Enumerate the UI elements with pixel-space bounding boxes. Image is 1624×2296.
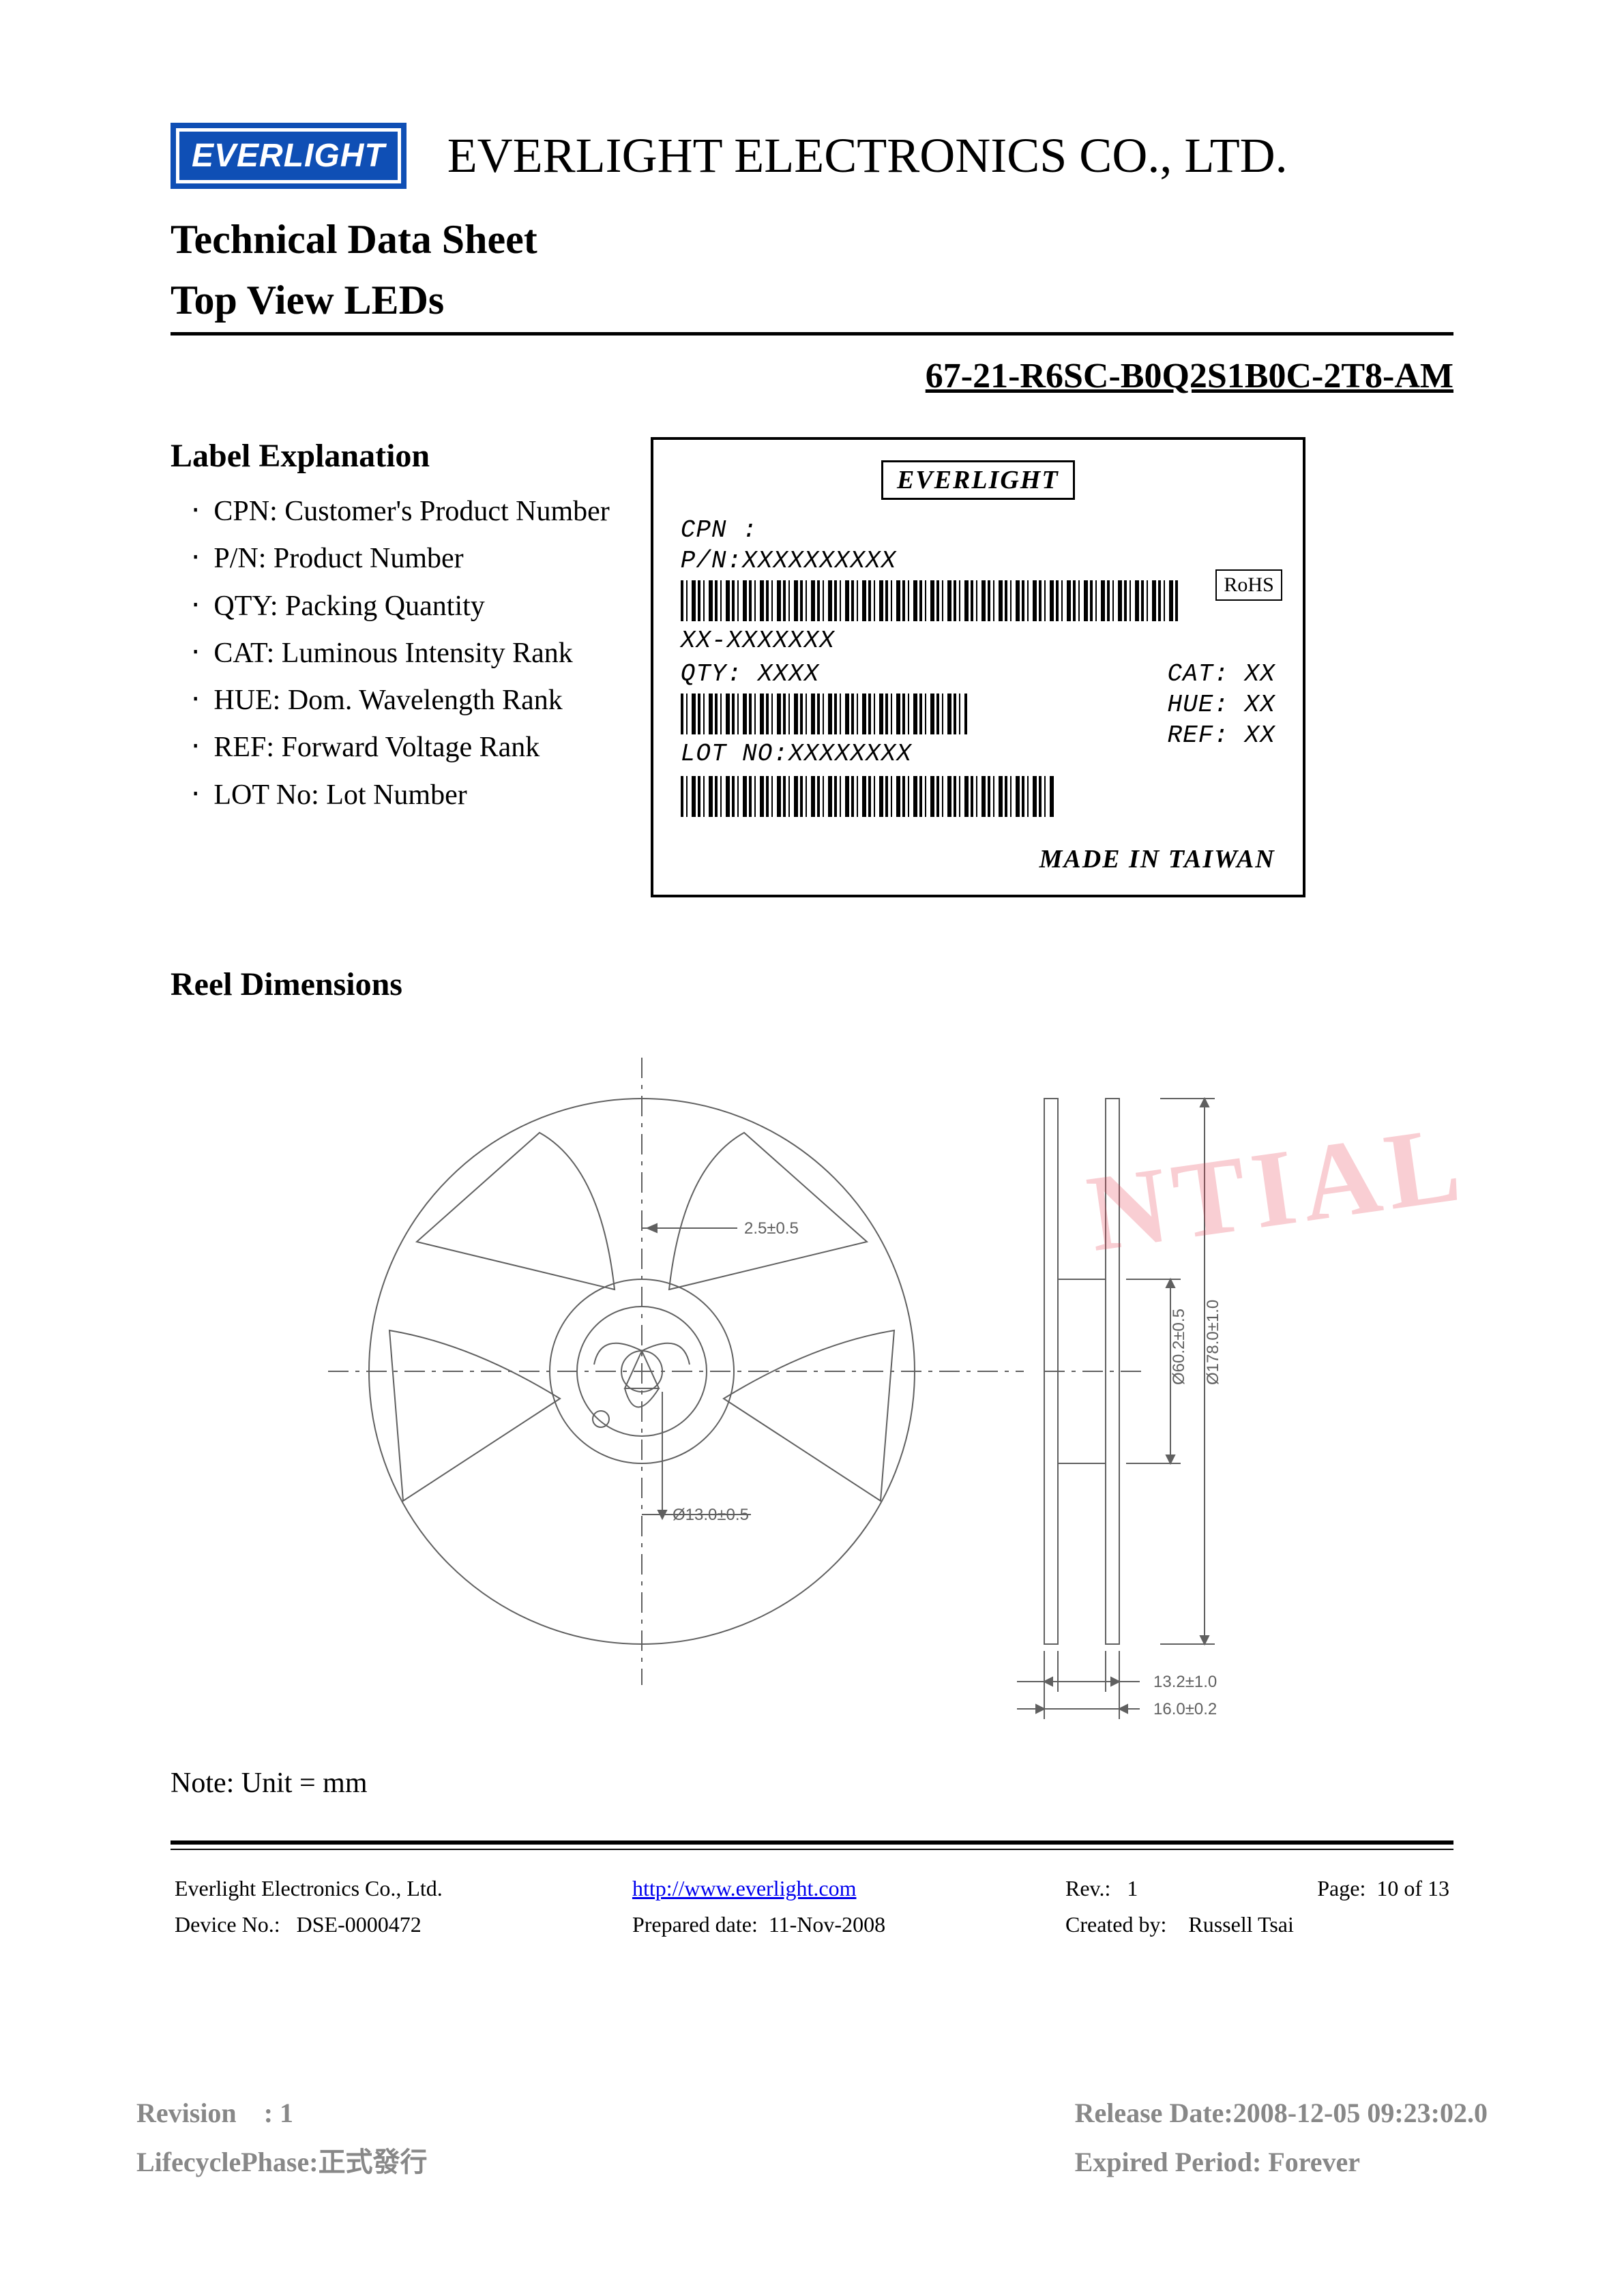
rohs-badge: RoHS: [1215, 569, 1282, 601]
label-cat: CAT: XX: [1168, 660, 1275, 688]
header: EVERLIGHT EVERLIGHT ELECTRONICS CO., LTD…: [171, 123, 1453, 189]
revision-footer: Revision : 1 LifecyclePhase:正式發行 Release…: [136, 2089, 1488, 2187]
lifecycle-value: 正式發行: [319, 2147, 428, 2177]
revision-label: Revision: [136, 2098, 237, 2128]
label-pn: P/N:XXXXXXXXXX: [681, 547, 1275, 575]
barcode-icon: [681, 776, 1056, 817]
list-item: CAT: Luminous Intensity Rank: [191, 630, 610, 677]
label-explanation-title: Label Explanation: [171, 437, 610, 475]
label-made-in: MADE IN TAIWAN: [681, 844, 1275, 874]
footer-table: Everlight Electronics Co., Ltd. http://w…: [171, 1870, 1453, 1943]
expired-label: Expired Period:: [1075, 2147, 1262, 2177]
barcode-icon: [681, 694, 967, 734]
label-hue: HUE: XX: [1168, 691, 1275, 719]
prepared-value: 11-Nov-2008: [769, 1912, 885, 1937]
dim-outer: Ø178.0±1.0: [1204, 1300, 1222, 1385]
created-value: Russell Tsai: [1188, 1912, 1294, 1937]
reel-title: Reel Dimensions: [171, 966, 1453, 1003]
label-qty: QTY: XXXX: [681, 660, 967, 688]
list-item: LOT No: Lot Number: [191, 772, 610, 819]
page-value: 10 of 13: [1376, 1876, 1449, 1900]
created-label: Created by:: [1065, 1912, 1166, 1937]
label-explanation-list: CPN: Customer's Product Number P/N: Prod…: [171, 488, 610, 819]
footer-rule: [171, 1840, 1453, 1850]
list-item: HUE: Dom. Wavelength Rank: [191, 677, 610, 724]
dim-hub: Ø13.0±0.5: [673, 1506, 749, 1524]
divider: [171, 332, 1453, 336]
prepared-label: Prepared date:: [632, 1912, 758, 1937]
revision-value: : 1: [264, 2098, 293, 2128]
label-subpn: XX-XXXXXXX: [681, 627, 1275, 655]
rev-value: 1: [1127, 1876, 1138, 1900]
sample-label: EVERLIGHT CPN : P/N:XXXXXXXXXX RoHS XX-X…: [651, 437, 1305, 897]
footer-link[interactable]: http://www.everlight.com: [632, 1876, 857, 1900]
doc-title: Technical Data Sheet: [171, 216, 1453, 263]
label-ref: REF: XX: [1168, 721, 1275, 749]
label-brand: EVERLIGHT: [881, 460, 1075, 500]
lifecycle-label: LifecyclePhase:: [136, 2147, 319, 2177]
barcode-icon: [681, 580, 1179, 621]
list-item: QTY: Packing Quantity: [191, 583, 610, 630]
label-cpn: CPN :: [681, 516, 1275, 544]
dim-outer-w: 16.0±0.2: [1153, 1700, 1217, 1718]
device-label: Device No.:: [175, 1912, 280, 1937]
dim-inner-w: 13.2±1.0: [1153, 1673, 1217, 1691]
expired-value: Forever: [1268, 2147, 1360, 2177]
release-label: Release Date:: [1075, 2098, 1233, 2128]
dim-slot: 2.5±0.5: [744, 1219, 799, 1238]
reel-diagram: 2.5±0.5 Ø13.0±0.5 Ø60.2±0.5 Ø178.0±1.0 1…: [301, 1030, 1324, 1746]
device-value: DSE-0000472: [297, 1912, 422, 1937]
label-lot: LOT NO:XXXXXXXX: [681, 740, 967, 768]
label-explanation-row: Label Explanation CPN: Customer's Produc…: [171, 437, 1453, 897]
logo: EVERLIGHT: [171, 123, 407, 189]
logo-text: EVERLIGHT: [176, 128, 401, 183]
rev-label: Rev.:: [1065, 1876, 1110, 1900]
page-label: Page:: [1317, 1876, 1365, 1900]
list-item: REF: Forward Voltage Rank: [191, 724, 610, 771]
list-item: CPN: Customer's Product Number: [191, 488, 610, 535]
label-explanation-block: Label Explanation CPN: Customer's Produc…: [171, 437, 610, 819]
list-item: P/N: Product Number: [191, 535, 610, 582]
part-number: 67-21-R6SC-B0Q2S1B0C-2T8-AM: [171, 356, 1453, 396]
company-name: EVERLIGHT ELECTRONICS CO., LTD.: [447, 128, 1288, 184]
dim-hub-outer: Ø60.2±0.5: [1170, 1309, 1188, 1385]
footer-company: Everlight Electronics Co., Ltd.: [171, 1870, 628, 1907]
reel-note: Note: Unit = mm: [171, 1767, 1453, 1800]
release-value: 2008-12-05 09:23:02.0: [1233, 2098, 1488, 2128]
subtitle: Top View LEDs: [171, 277, 1453, 324]
